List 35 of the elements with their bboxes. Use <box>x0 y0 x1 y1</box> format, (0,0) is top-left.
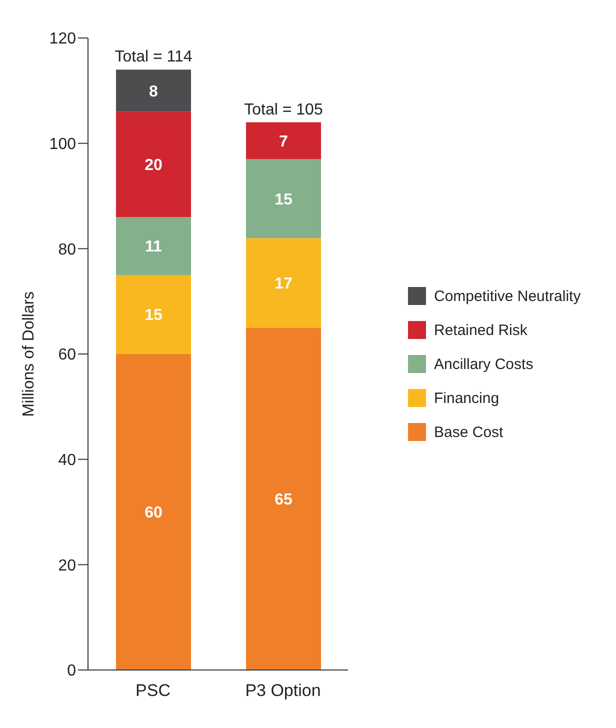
bar <box>246 122 321 160</box>
y-axis-title: Millions of Dollars <box>20 291 38 417</box>
x-tick-label: PSC <box>136 681 170 700</box>
legend-label: Financing <box>434 390 500 406</box>
legend-label: Retained Risk <box>434 322 528 338</box>
y-tick-label: 80 <box>58 241 76 258</box>
data-label: 65 <box>274 492 292 509</box>
bar <box>116 354 191 670</box>
y-tick-label: 40 <box>58 452 76 470</box>
bar <box>246 159 321 238</box>
bar <box>246 238 321 328</box>
y-tick-label: 120 <box>49 30 76 48</box>
data-label: 7 <box>279 133 288 150</box>
x-tick-label: P3 Option <box>245 681 321 700</box>
y-tick-label: 100 <box>49 136 76 154</box>
legend-label: Ancillary Costs <box>434 356 534 372</box>
bar <box>246 328 321 670</box>
data-label: 15 <box>144 307 162 324</box>
data-label: 20 <box>144 157 162 174</box>
bar <box>116 217 191 275</box>
y-tick-label: 60 <box>58 346 76 364</box>
y-tick-label: 0 <box>67 662 76 680</box>
bar <box>116 112 191 218</box>
legend-label: Base Cost <box>434 424 504 440</box>
total-label: Total = 114 <box>114 48 192 66</box>
data-label: 17 <box>274 276 292 293</box>
bar <box>116 70 191 112</box>
legend-label: Competitive Neutrality <box>434 288 581 304</box>
data-label: 11 <box>145 238 162 256</box>
y-tick-label: 20 <box>58 557 76 574</box>
data-label: 60 <box>144 504 162 522</box>
bar <box>116 275 191 354</box>
data-label: 15 <box>274 191 292 208</box>
data-label: 8 <box>149 83 158 100</box>
total-label: Total = 105 <box>244 101 323 118</box>
